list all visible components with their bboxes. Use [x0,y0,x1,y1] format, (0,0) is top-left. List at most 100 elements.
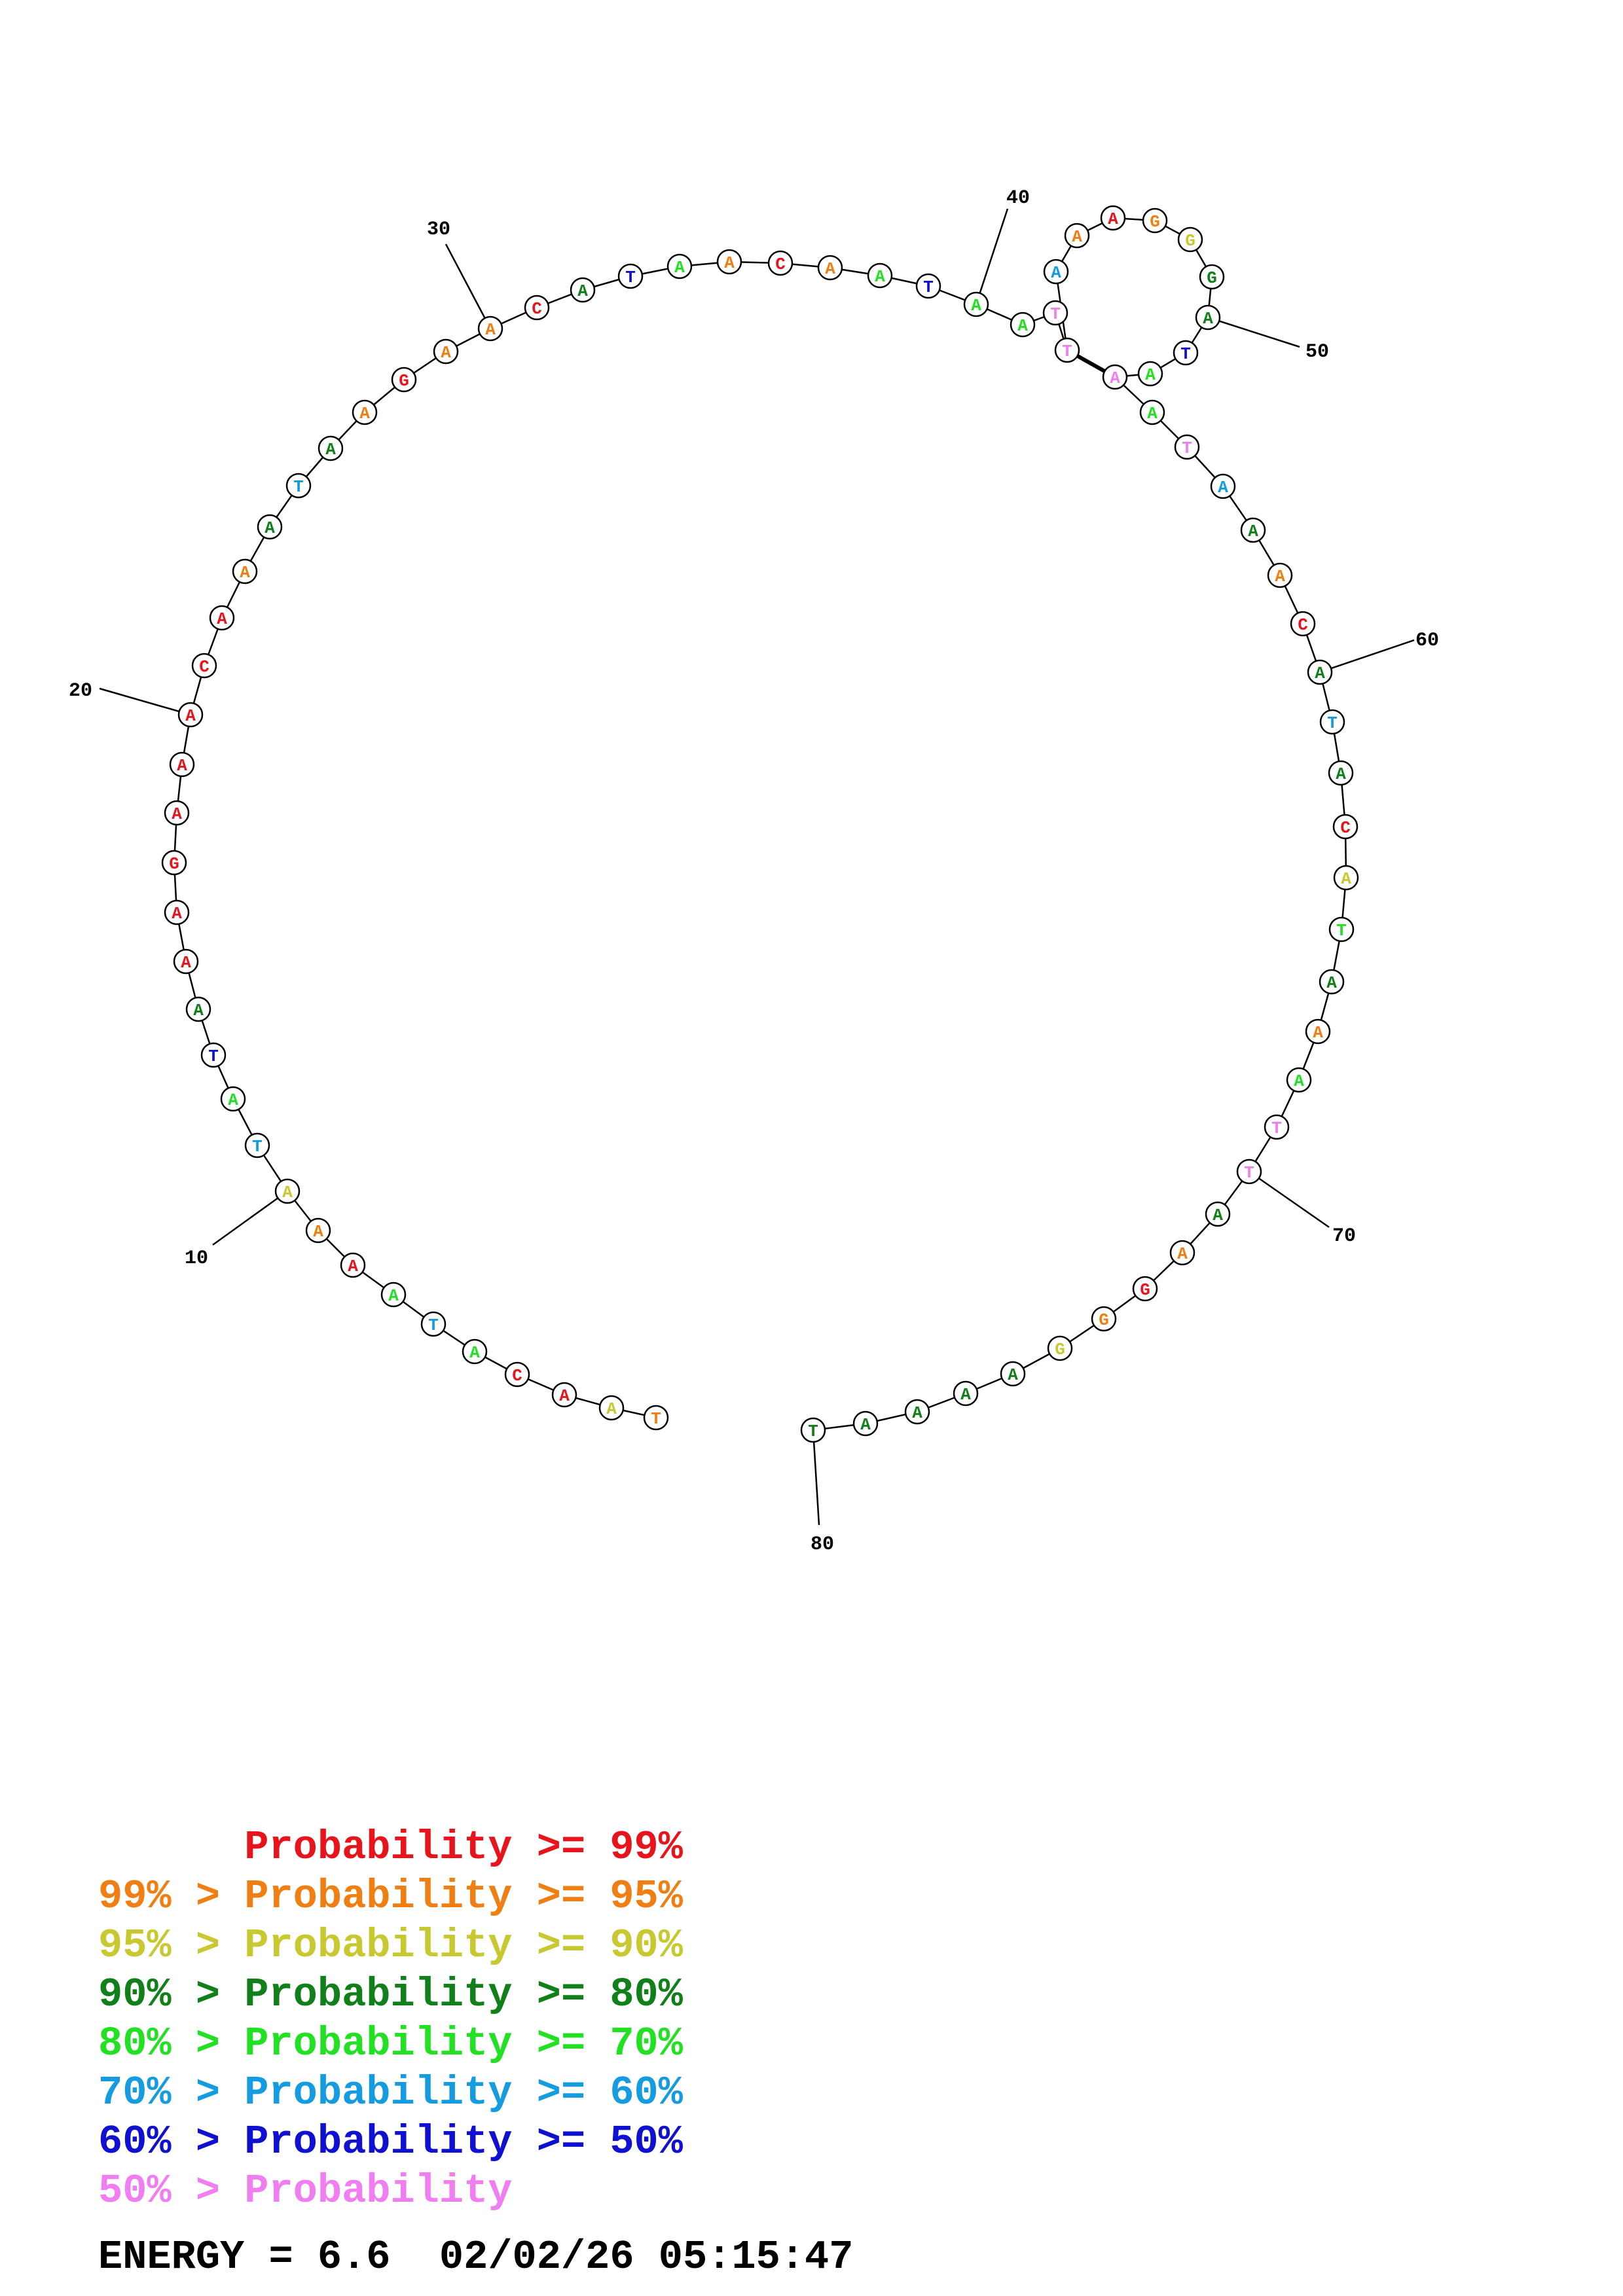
nucleotide-circle [433,338,459,365]
legend-label: Probability [244,1971,513,2018]
nucleotide-circle [716,249,742,275]
nucleotide-circle [477,315,503,342]
legend-suffix: >= 99% [512,1824,683,1871]
nucleotide-letter: T [808,1422,818,1441]
position-label-30: 30 [427,219,450,241]
backbone-lines [173,217,1347,1431]
legend-row-5: 70% > Probability >= 60% [98,2068,683,2117]
nucleotide-41: A [1010,312,1036,338]
nucleotide-letter: A [282,1183,293,1202]
nucleotide-6: T [420,1311,447,1337]
nucleotide-letter: A [1145,365,1156,385]
nucleotide-circle [1333,865,1359,891]
nucleotide-letter: G [1207,268,1217,288]
nucleotide-50: A [1195,304,1221,331]
nucleotide-circle [164,899,190,925]
nucleotide-53: A [1102,364,1128,390]
nucleotide-17: G [161,850,187,876]
nucleotide-letter: A [1248,522,1258,541]
nucleotide-letter: C [512,1366,522,1386]
timestamp: 02/02/26 05:15:47 [439,2234,854,2280]
nucleotide-circle [257,514,283,540]
nucleotide-circle [617,263,644,289]
nucleotide-71: A [1205,1201,1231,1227]
nucleotide-67: A [1305,1018,1331,1045]
nucleotide-16: A [164,899,190,925]
legend-row-4: 80% > Probability >= 70% [98,2019,683,2068]
nucleotide-letter: G [1099,1310,1109,1330]
nucleotide-circle [1205,1201,1231,1227]
nucleotide-33: T [617,263,644,289]
nucleotide-letter: T [923,278,934,297]
nucleotide-circle [953,1380,979,1407]
nucleotide-68: A [1286,1067,1312,1093]
nucleotide-letter: T [293,477,304,497]
legend-prefix: 70% > [98,2070,245,2116]
nucleotide-circle [209,605,235,631]
nucleotide-letter: A [228,1090,238,1110]
nucleotide-circle [1173,340,1199,366]
nucleotide-letter: G [1140,1280,1150,1300]
nucleotide-letter: C [1298,615,1308,635]
nucleotide-letter: A [172,904,182,924]
nucleotide-circle [570,277,596,303]
nucleotide-28: G [391,367,417,393]
legend-label: Probability [244,2020,513,2067]
nucleotide-letter: T [252,1137,263,1157]
nucleotide-circle [1169,1240,1195,1266]
nucleotide-circle [1307,659,1333,685]
nucleotide-letter: A [469,1343,480,1363]
nucleotide-letter: T [1180,344,1191,364]
nucleotide-61: T [1319,709,1345,735]
legend-row-1: 99% > Probability >= 95% [98,1872,683,1921]
nucleotide-79: A [852,1410,879,1437]
nucleotide-circle [380,1282,407,1308]
nucleotide-letter: G [1055,1340,1065,1359]
nucleotide-circle [305,1217,331,1244]
nucleotide-51: T [1173,340,1199,366]
nucleotide-circle [915,273,941,299]
nucleotide-letter: A [1326,973,1337,993]
nucleotide-circle [1240,517,1266,543]
nucleotide-letter: A [172,804,182,824]
nucleotide-letter: T [208,1047,219,1066]
nucleotide-26: A [318,435,344,461]
legend-prefix: 99% > [98,1873,245,1920]
position-label-70: 70 [1332,1225,1356,1247]
nucleotide-circle [391,367,417,393]
legend-row-6: 60% > Probability >= 50% [98,2117,683,2166]
nucleotide-78: A [904,1399,930,1425]
nucleotide-circle [1264,1114,1290,1140]
nucleotide-circle [285,473,312,499]
nucleotide-circle [817,255,843,281]
legend-row-2: 95% > Probability >= 90% [98,1921,683,1970]
nucleotide-31: C [524,295,550,321]
position-label-80: 80 [811,1534,834,1556]
position-tick [1249,1170,1330,1229]
position-tick [445,243,492,329]
nucleotide-letter: T [625,268,636,287]
nucleotide-letter: A [485,320,496,340]
nucleotide-letter: A [559,1386,570,1406]
nucleotide-letter: A [313,1222,323,1242]
nucleotide-letter: A [1017,316,1028,336]
nucleotide-65: T [1328,916,1355,942]
nucleotide-letter: T [1062,342,1072,361]
nucleotide-circle [1139,399,1165,425]
position-ticks: 10 20 30 40 50 60 70 80 [69,187,1439,1556]
nucleotide-62: A [1328,760,1354,786]
legend-suffix: >= 50% [512,2119,683,2165]
nucleotide-letter: C [199,657,210,677]
nucleotide-circle [1305,1018,1331,1045]
legend-suffix: >= 80% [512,1971,683,2018]
nucleotide-27: A [352,399,378,425]
nucleotide-circle [1199,264,1225,290]
legend-label: Probability [244,2168,513,2214]
nucleotide-letter: T [1271,1119,1282,1138]
nucleotide-circle [867,262,893,289]
nucleotide-58: A [1267,562,1293,588]
position-tick [812,1429,820,1526]
nucleotide-circle [352,399,378,425]
nucleotide-32: A [570,277,596,303]
